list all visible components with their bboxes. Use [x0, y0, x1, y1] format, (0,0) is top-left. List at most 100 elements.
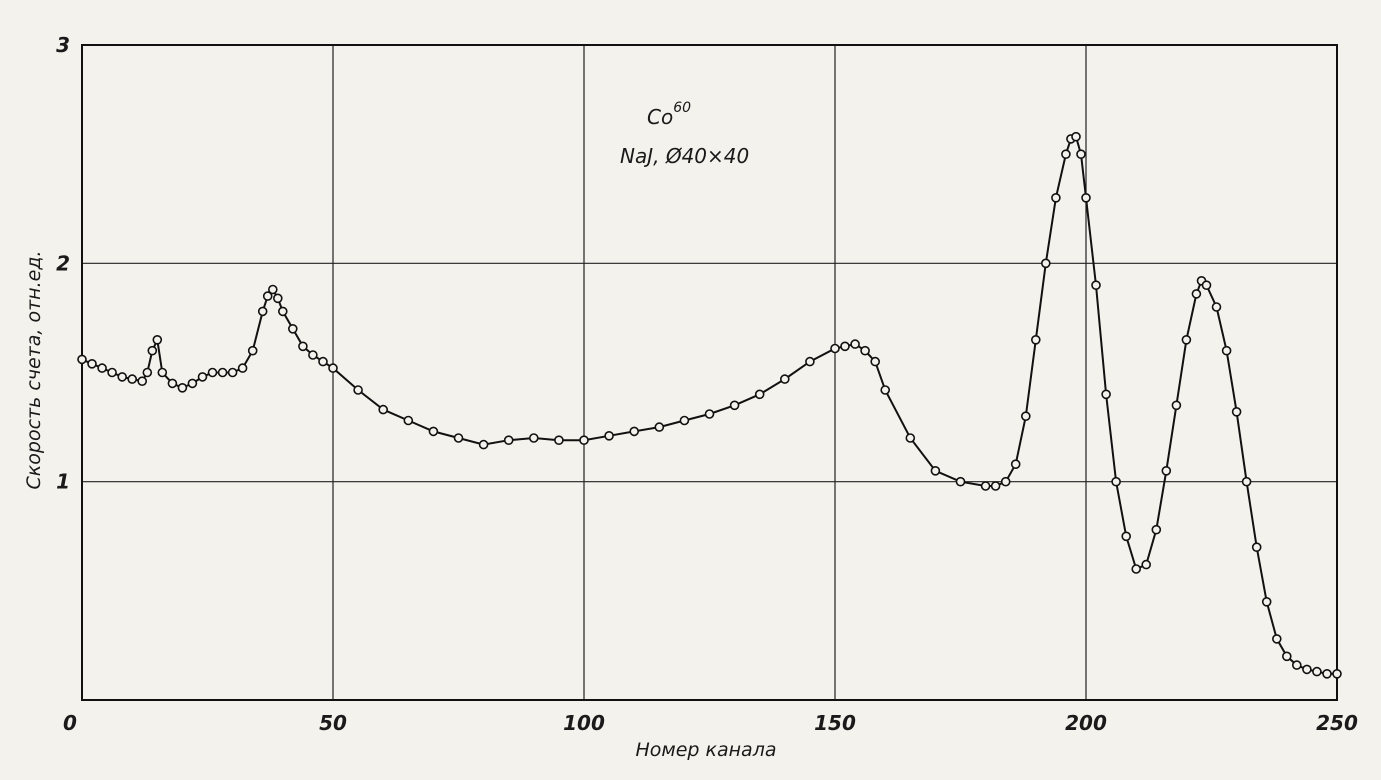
plot-frame — [81, 44, 1338, 701]
x-tick-label: 250 — [1316, 711, 1358, 735]
data-point — [187, 378, 198, 389]
data-point — [167, 378, 178, 389]
data-point — [247, 345, 258, 356]
data-point — [528, 433, 539, 443]
data-point — [1181, 334, 1192, 345]
data-point — [1000, 476, 1011, 487]
data-point — [117, 372, 127, 382]
data-point — [77, 354, 87, 365]
data-point — [478, 439, 489, 450]
data-point — [1071, 131, 1081, 142]
data-point — [237, 363, 248, 373]
data-point — [1051, 193, 1061, 203]
data-point — [704, 409, 715, 419]
data-point — [1041, 258, 1051, 269]
data-point — [1151, 524, 1162, 535]
x-axis-label: Номер канала — [635, 739, 776, 761]
data-point — [1131, 564, 1141, 574]
data-point — [1312, 666, 1322, 677]
data-point — [1221, 345, 1232, 356]
detector-annotation: NaJ, Ø40×40 — [620, 144, 749, 168]
data-point — [257, 306, 268, 317]
y-tick-labels: 1 2 3 — [56, 33, 70, 494]
data-point — [1251, 542, 1262, 553]
data-point — [1121, 531, 1131, 542]
x-tick-labels: 0 50 100 150 200 250 — [63, 711, 1358, 735]
data-point — [980, 481, 991, 491]
data-point — [97, 363, 107, 373]
data-point — [729, 400, 740, 411]
data-point — [272, 293, 283, 304]
data-point — [629, 426, 640, 437]
data-point — [262, 291, 273, 301]
data-point — [1021, 411, 1031, 422]
data-point — [152, 334, 163, 345]
data-point — [930, 465, 941, 476]
x-tick-label: 150 — [814, 711, 856, 735]
data-point — [308, 350, 318, 360]
isotope-symbol: Co — [647, 105, 673, 129]
data-point — [107, 367, 117, 378]
x-tick-label: 0 — [63, 711, 77, 735]
data-point — [1322, 668, 1332, 679]
y-tick-label: 2 — [56, 251, 70, 275]
data-point — [604, 430, 614, 441]
data-point — [1081, 193, 1091, 203]
data-point — [679, 415, 690, 426]
data-point — [1241, 476, 1252, 487]
data-point — [1332, 668, 1342, 679]
data-point — [147, 345, 158, 356]
y-tick-label: 3 — [56, 33, 70, 57]
data-point — [277, 306, 288, 317]
y-tick-label: 1 — [56, 470, 70, 494]
data-point — [1261, 596, 1272, 607]
data-point — [880, 385, 891, 395]
data-point — [127, 374, 137, 384]
data-point — [654, 422, 665, 432]
data-point — [142, 367, 153, 378]
data-point — [754, 389, 765, 400]
data-point — [554, 435, 564, 446]
data-point — [318, 356, 328, 367]
data-point — [1141, 559, 1151, 570]
data-point — [197, 372, 208, 382]
data-point — [227, 367, 238, 378]
x-tick-label: 200 — [1065, 711, 1107, 735]
data-point — [1292, 660, 1302, 670]
data-point — [1201, 280, 1212, 291]
data-point — [287, 323, 298, 334]
data-point — [1010, 459, 1021, 470]
data-point — [453, 433, 464, 443]
data-point — [403, 415, 414, 426]
data-point — [1211, 302, 1222, 312]
data-point — [955, 476, 966, 487]
data-point — [353, 385, 363, 395]
x-tick-label: 50 — [319, 711, 347, 735]
data-point — [1031, 334, 1041, 345]
data-point — [1061, 149, 1071, 159]
data-point — [830, 343, 840, 354]
data-point — [378, 404, 389, 415]
isotope-mass-number: 60 — [673, 100, 691, 116]
data-point — [87, 358, 97, 369]
data-point — [870, 356, 881, 367]
data-point — [1101, 389, 1111, 400]
data-point — [860, 345, 870, 356]
data-point — [157, 367, 168, 378]
grid-lines — [82, 45, 1337, 700]
data-point — [217, 367, 228, 378]
data-point — [1231, 406, 1242, 417]
data-point — [1272, 634, 1282, 644]
x-tick-label: 100 — [563, 711, 605, 735]
data-point — [207, 367, 218, 378]
data-point — [990, 481, 1001, 491]
data-point — [267, 284, 278, 295]
data-point — [850, 339, 860, 349]
data-point — [1282, 651, 1292, 662]
data-point — [1076, 149, 1086, 159]
spectrum-curve — [81, 135, 1337, 675]
data-point — [1302, 664, 1312, 675]
data-point — [1111, 476, 1121, 487]
data-point — [805, 356, 815, 367]
